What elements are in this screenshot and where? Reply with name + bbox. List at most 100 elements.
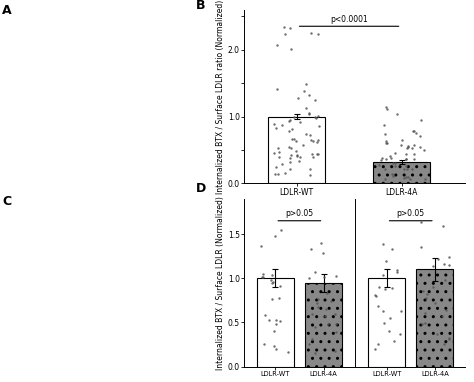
Point bbox=[277, 227, 285, 233]
Point bbox=[389, 173, 397, 180]
Point bbox=[379, 308, 386, 314]
Point bbox=[388, 155, 395, 161]
Point bbox=[410, 156, 418, 162]
Point bbox=[380, 320, 387, 326]
Point bbox=[320, 274, 328, 280]
Point bbox=[322, 306, 329, 312]
Point bbox=[267, 277, 275, 283]
Point bbox=[269, 279, 277, 285]
Point bbox=[279, 122, 286, 128]
Point bbox=[391, 338, 398, 344]
Point bbox=[378, 155, 385, 161]
Point bbox=[445, 336, 453, 342]
Point bbox=[402, 151, 410, 157]
Point bbox=[314, 112, 322, 118]
Point bbox=[315, 123, 323, 129]
Point bbox=[261, 312, 268, 318]
Point bbox=[275, 149, 283, 155]
Point bbox=[311, 350, 319, 356]
Point bbox=[393, 269, 401, 275]
Point bbox=[377, 157, 385, 163]
Point bbox=[396, 331, 403, 337]
Point bbox=[307, 132, 314, 138]
Point bbox=[287, 145, 295, 151]
Text: D: D bbox=[196, 182, 206, 195]
Point bbox=[332, 272, 340, 278]
Point bbox=[388, 246, 396, 252]
Point bbox=[402, 156, 410, 162]
Point bbox=[300, 88, 308, 94]
Point bbox=[280, 24, 288, 31]
Point bbox=[274, 145, 282, 151]
Point bbox=[402, 163, 410, 169]
Point bbox=[291, 136, 298, 142]
Point bbox=[382, 138, 390, 144]
Point bbox=[331, 348, 339, 354]
Point bbox=[260, 341, 267, 347]
Point bbox=[410, 142, 418, 148]
Point bbox=[275, 295, 283, 301]
Point bbox=[274, 171, 282, 177]
Point bbox=[406, 176, 414, 182]
Point bbox=[416, 144, 424, 150]
Point bbox=[422, 320, 429, 327]
Point bbox=[297, 154, 304, 160]
Point bbox=[287, 152, 294, 158]
Point bbox=[319, 250, 327, 256]
Point bbox=[409, 128, 417, 134]
Point bbox=[307, 31, 315, 37]
Point bbox=[421, 310, 429, 316]
Point bbox=[312, 115, 320, 121]
Point bbox=[380, 122, 388, 128]
Point bbox=[295, 159, 302, 165]
Point bbox=[272, 164, 280, 170]
Bar bbox=[257, 278, 294, 367]
Point bbox=[434, 256, 441, 262]
Point bbox=[429, 263, 437, 269]
Point bbox=[382, 104, 390, 110]
Point bbox=[285, 349, 292, 355]
Point bbox=[388, 285, 396, 291]
Point bbox=[296, 119, 304, 125]
Text: p<0.0001: p<0.0001 bbox=[330, 15, 368, 24]
Point bbox=[286, 159, 294, 165]
Point bbox=[431, 300, 439, 306]
Point bbox=[268, 296, 276, 302]
Point bbox=[332, 320, 340, 327]
Point bbox=[439, 223, 447, 229]
Point bbox=[309, 151, 316, 157]
Point bbox=[294, 95, 301, 101]
Point bbox=[307, 246, 315, 252]
Point bbox=[440, 341, 447, 347]
Point bbox=[307, 137, 314, 143]
Point bbox=[286, 25, 294, 31]
Point bbox=[331, 311, 338, 317]
Point bbox=[420, 147, 428, 154]
Point bbox=[314, 151, 322, 157]
Point bbox=[278, 161, 286, 167]
Point bbox=[404, 144, 412, 150]
Text: C: C bbox=[2, 195, 11, 208]
Point bbox=[286, 144, 293, 151]
Point bbox=[445, 335, 453, 341]
Point bbox=[398, 138, 406, 144]
Point bbox=[273, 42, 281, 48]
Point bbox=[314, 296, 321, 303]
Point bbox=[271, 343, 278, 349]
Point bbox=[314, 137, 321, 143]
Point bbox=[315, 31, 322, 37]
Point bbox=[383, 156, 390, 162]
Point bbox=[371, 292, 378, 298]
Point bbox=[383, 140, 391, 146]
Point bbox=[421, 176, 428, 182]
Point bbox=[271, 328, 278, 334]
Point bbox=[259, 271, 266, 277]
Point bbox=[441, 261, 448, 267]
Point bbox=[403, 166, 410, 172]
Point bbox=[287, 46, 294, 52]
Point bbox=[442, 308, 450, 314]
Point bbox=[386, 315, 394, 321]
Bar bbox=[268, 117, 326, 183]
Point bbox=[258, 274, 266, 280]
Point bbox=[289, 136, 296, 142]
